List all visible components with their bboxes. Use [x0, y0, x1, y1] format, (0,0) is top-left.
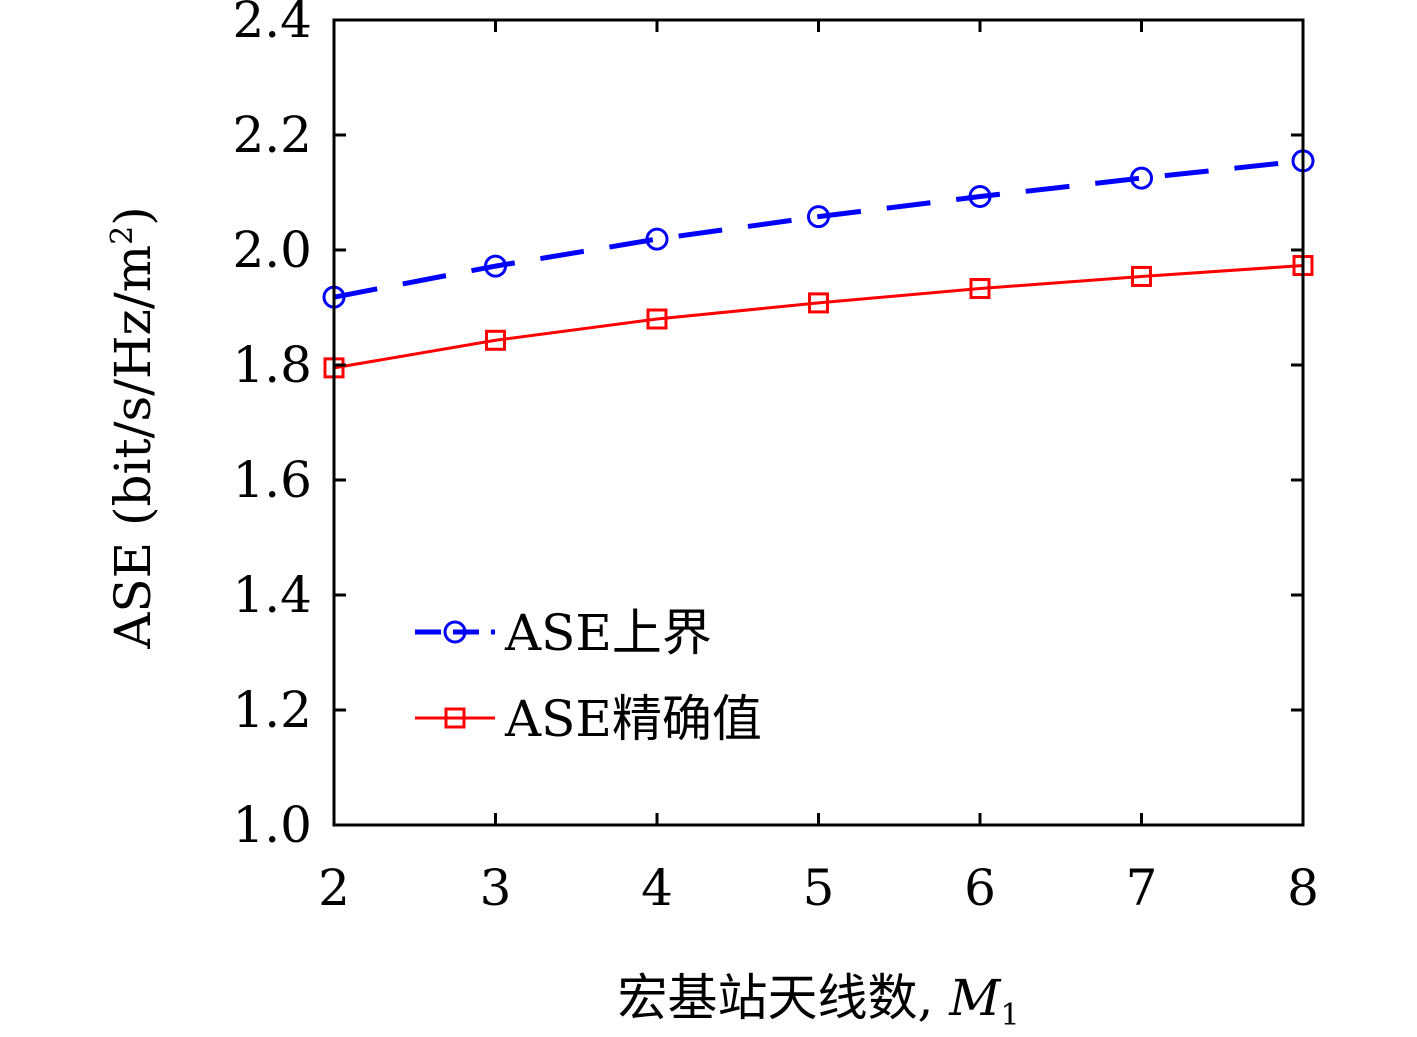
y-tick-label: 1.6	[232, 451, 312, 509]
legend-label-2: ASE精确值	[504, 690, 762, 748]
plot-frame	[332, 18, 1305, 827]
x-axis-label-var: M	[948, 969, 1002, 1027]
y-tick-label: 1.2	[232, 681, 312, 739]
data-point-circle	[807, 205, 830, 229]
data-point-square	[444, 707, 466, 729]
data-point-circle	[645, 227, 669, 251]
series-1	[322, 149, 1315, 309]
data-point-square	[1131, 265, 1152, 287]
x-axis-label-text: 宏基站天线数,	[617, 969, 949, 1027]
y-tick-label: 1.8	[232, 336, 312, 394]
data-point-circle	[968, 185, 992, 209]
plot-marks	[322, 149, 1315, 379]
x-tick-label: 3	[480, 859, 512, 917]
data-point-square	[646, 308, 668, 330]
x-axis-label: 宏基站天线数, M1	[617, 969, 1019, 1033]
y-tick-label: 2.0	[232, 221, 312, 279]
y-tick-label: 1.0	[232, 796, 312, 854]
y-tick-label: 2.2	[232, 106, 312, 164]
y-axis-label-text: ASE (bit/s/Hz/m	[104, 245, 162, 650]
data-point-circle	[484, 254, 507, 278]
y-axis-label-sup: 2	[105, 226, 140, 245]
x-tick-label: 7	[1126, 859, 1158, 917]
data-point-square	[485, 329, 506, 351]
data-point-circle	[443, 620, 467, 644]
data-point-square	[969, 278, 991, 300]
x-tick-label: 6	[964, 859, 996, 917]
series-line-1	[333, 158, 1304, 300]
series-2	[323, 255, 1314, 379]
series-line-2	[333, 264, 1304, 370]
y-tick-label: 1.4	[232, 566, 312, 624]
x-tick-label: 4	[641, 859, 673, 917]
legend: ASE上界 ASE精确值	[415, 604, 762, 748]
x-tick-label: 8	[1287, 859, 1319, 917]
x-tick-label: 5	[803, 859, 835, 917]
axis-ticks: 2 3 4 5 6 7 8 1.0 1.2 1.4 1.6 1.8 2.0 2.2 2.4	[232, 0, 1318, 917]
y-axis-label: ASE (bit/s/Hz/m2)	[104, 206, 162, 650]
y-tick-label: 2.4	[232, 0, 312, 49]
data-point-circle	[1130, 166, 1153, 190]
data-point-square	[808, 292, 829, 314]
y-axis-label-close: )	[104, 206, 162, 226]
x-axis-label-sub: 1	[1000, 998, 1019, 1033]
legend-label-1: ASE上界	[504, 604, 712, 662]
x-tick-label: 2	[318, 859, 350, 917]
